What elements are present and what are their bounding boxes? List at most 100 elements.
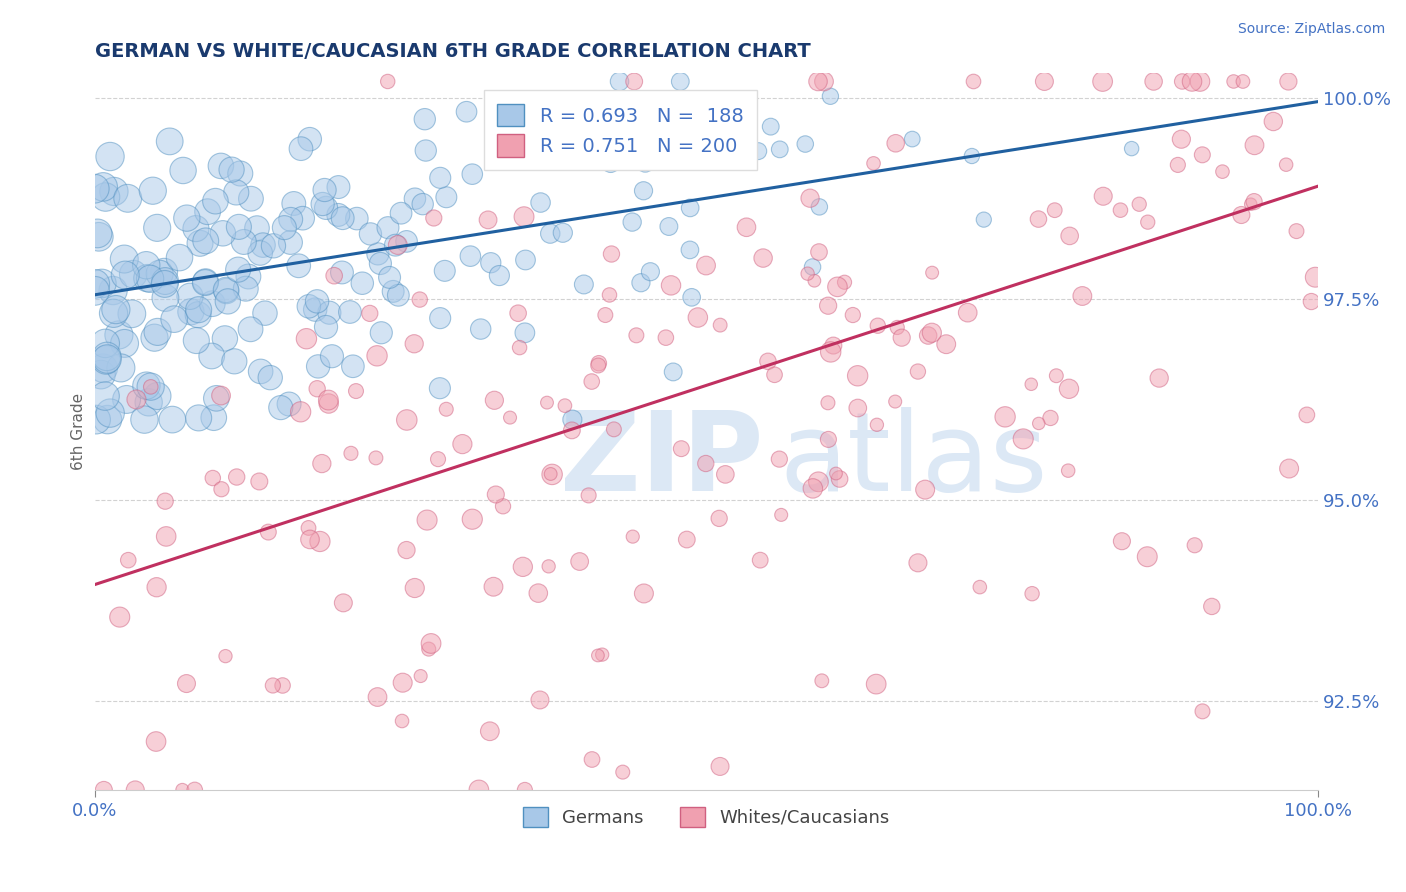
Point bbox=[311, 197, 333, 211]
Point bbox=[586, 648, 609, 663]
Point bbox=[1012, 432, 1035, 446]
Point bbox=[1301, 294, 1323, 309]
Point bbox=[122, 267, 145, 281]
Point bbox=[1028, 212, 1050, 227]
Point bbox=[866, 318, 889, 333]
Point bbox=[94, 190, 117, 204]
Point bbox=[96, 350, 118, 364]
Point bbox=[139, 379, 162, 393]
Point bbox=[108, 610, 131, 624]
Point bbox=[796, 267, 818, 281]
Point bbox=[188, 236, 211, 251]
Point bbox=[907, 556, 929, 570]
Point bbox=[768, 452, 790, 467]
Point bbox=[599, 156, 621, 170]
Point bbox=[209, 388, 232, 402]
Point bbox=[747, 144, 769, 158]
Point bbox=[298, 132, 321, 146]
Point bbox=[846, 401, 869, 415]
Point bbox=[846, 368, 869, 383]
Point bbox=[104, 302, 127, 317]
Point bbox=[1303, 270, 1326, 285]
Point bbox=[1230, 208, 1253, 222]
Point bbox=[415, 144, 437, 158]
Point bbox=[588, 356, 610, 370]
Point bbox=[581, 752, 603, 766]
Point bbox=[529, 195, 551, 210]
Point bbox=[112, 252, 135, 266]
Point bbox=[591, 648, 613, 662]
Point bbox=[962, 74, 984, 88]
Point bbox=[1243, 194, 1265, 209]
Point bbox=[226, 262, 249, 277]
Point bbox=[391, 675, 413, 690]
Point bbox=[434, 190, 457, 204]
Point bbox=[307, 382, 329, 396]
Point bbox=[159, 135, 181, 149]
Point bbox=[901, 132, 924, 146]
Point bbox=[513, 783, 536, 797]
Point bbox=[834, 275, 856, 289]
Point bbox=[515, 252, 537, 267]
Point bbox=[484, 393, 506, 408]
Point bbox=[304, 302, 326, 317]
Point bbox=[817, 396, 839, 410]
Point bbox=[769, 142, 792, 156]
Point bbox=[311, 457, 333, 471]
Point bbox=[914, 483, 936, 497]
Point bbox=[145, 580, 167, 594]
Point bbox=[387, 238, 409, 252]
Point bbox=[108, 327, 131, 342]
Point bbox=[561, 412, 583, 426]
Point bbox=[621, 215, 644, 229]
Point bbox=[253, 306, 276, 320]
Point bbox=[416, 513, 439, 527]
Point bbox=[695, 259, 717, 273]
Point bbox=[671, 442, 693, 456]
Point bbox=[1275, 158, 1298, 172]
Point bbox=[1071, 289, 1094, 303]
Point bbox=[163, 312, 186, 326]
Point bbox=[756, 354, 779, 368]
Point bbox=[1167, 158, 1189, 172]
Point bbox=[247, 475, 270, 489]
Point bbox=[352, 276, 374, 290]
Point bbox=[470, 322, 492, 336]
Point bbox=[145, 734, 167, 748]
Text: GERMAN VS WHITE/CAUCASIAN 6TH GRADE CORRELATION CHART: GERMAN VS WHITE/CAUCASIAN 6TH GRADE CORR… bbox=[94, 42, 810, 61]
Point bbox=[314, 183, 336, 197]
Point bbox=[626, 328, 648, 343]
Point bbox=[1021, 587, 1043, 601]
Point bbox=[259, 370, 281, 384]
Point bbox=[1091, 74, 1114, 88]
Point bbox=[794, 136, 817, 151]
Point bbox=[86, 227, 108, 241]
Point bbox=[142, 184, 165, 198]
Point bbox=[969, 580, 991, 594]
Point bbox=[135, 258, 157, 272]
Point bbox=[921, 266, 943, 280]
Point bbox=[886, 320, 908, 334]
Point bbox=[1121, 142, 1143, 156]
Point bbox=[681, 290, 703, 304]
Point bbox=[378, 270, 401, 285]
Point bbox=[735, 220, 758, 235]
Point bbox=[865, 677, 887, 691]
Point bbox=[828, 472, 851, 486]
Point bbox=[321, 349, 343, 363]
Point bbox=[662, 365, 685, 379]
Point bbox=[529, 693, 551, 707]
Point bbox=[257, 525, 280, 540]
Point bbox=[283, 196, 305, 211]
Point bbox=[890, 331, 912, 345]
Point bbox=[110, 360, 132, 375]
Point bbox=[1232, 74, 1254, 88]
Point bbox=[225, 470, 247, 484]
Point bbox=[307, 294, 329, 309]
Point bbox=[551, 226, 574, 240]
Point bbox=[125, 392, 148, 407]
Point bbox=[664, 120, 686, 134]
Point bbox=[149, 267, 172, 281]
Point bbox=[581, 375, 603, 389]
Point bbox=[135, 378, 157, 392]
